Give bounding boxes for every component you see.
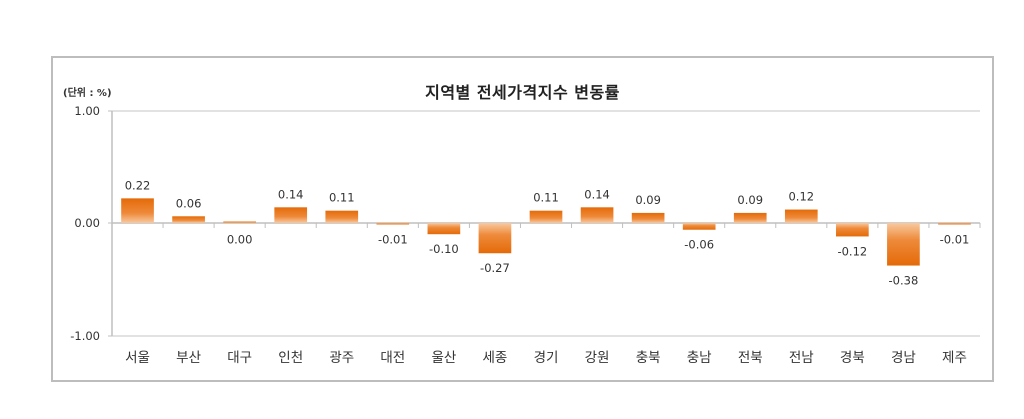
- value-label: -0.12: [837, 244, 867, 258]
- category-label: 경기: [534, 350, 559, 366]
- bar: [733, 212, 767, 223]
- bar: [376, 223, 410, 225]
- category-label: 경남: [891, 350, 916, 366]
- bars: [121, 198, 971, 266]
- category-label: 전남: [789, 350, 814, 366]
- bar: [121, 198, 154, 223]
- value-label: 0.14: [584, 187, 610, 201]
- bar: [529, 210, 563, 223]
- category-label: 경북: [840, 350, 865, 366]
- value-label: 0.06: [176, 196, 202, 210]
- value-label: 0.12: [788, 190, 814, 204]
- value-label: 0.09: [635, 193, 661, 207]
- value-label: -0.27: [480, 261, 510, 275]
- bar: [836, 223, 869, 237]
- category-label: 울산: [431, 350, 456, 366]
- chart-title: 지역별 전세가격지수 변동률: [425, 83, 620, 102]
- value-label: 0.00: [227, 233, 253, 247]
- bar: [172, 216, 205, 223]
- value-label: 0.09: [737, 193, 763, 207]
- unit-label: (단위 : %): [63, 88, 112, 99]
- category-label: 충북: [636, 350, 661, 366]
- category-label: 인천: [278, 350, 303, 366]
- y-tick-label: 1.00: [74, 104, 100, 118]
- category-label: 광주: [329, 350, 354, 366]
- value-label: -0.06: [684, 238, 714, 252]
- y-tick-label: 0.00: [74, 216, 100, 230]
- category-label: 제주: [942, 350, 967, 366]
- bar: [887, 223, 920, 266]
- value-label: 0.22: [125, 178, 151, 192]
- bar: [274, 207, 308, 223]
- category-label: 강원: [585, 350, 610, 366]
- bar: [325, 210, 359, 223]
- bar: [682, 223, 716, 230]
- bar: [223, 221, 256, 223]
- bar: [427, 223, 461, 235]
- bar: [784, 209, 818, 223]
- category-label: 전북: [738, 350, 763, 366]
- category-label: 대전: [380, 350, 405, 366]
- value-label: 0.14: [278, 187, 304, 201]
- axes: 1.00 0.00 -1.00: [70, 104, 981, 343]
- value-label: -0.38: [889, 274, 919, 288]
- value-label: 0.11: [533, 191, 559, 205]
- y-tick-label: -1.00: [70, 329, 100, 343]
- bar: [478, 223, 512, 254]
- category-label: 부산: [176, 350, 201, 366]
- value-label: 0.11: [329, 191, 355, 205]
- bar: [631, 212, 665, 223]
- labels: 0.22 서울 0.06 부산 0.00 대구 0.14 인천 0.11 광주 -0.01 대전 -0.…: [125, 178, 970, 366]
- category-label: 서울: [125, 350, 150, 366]
- value-label: -0.01: [940, 233, 970, 247]
- value-label: -0.10: [429, 242, 459, 256]
- category-label: 충남: [687, 350, 712, 366]
- category-label: 세종: [483, 350, 508, 366]
- bar: [938, 223, 971, 225]
- bar: [580, 207, 614, 223]
- value-label: -0.01: [378, 233, 408, 247]
- category-label: 대구: [227, 350, 252, 366]
